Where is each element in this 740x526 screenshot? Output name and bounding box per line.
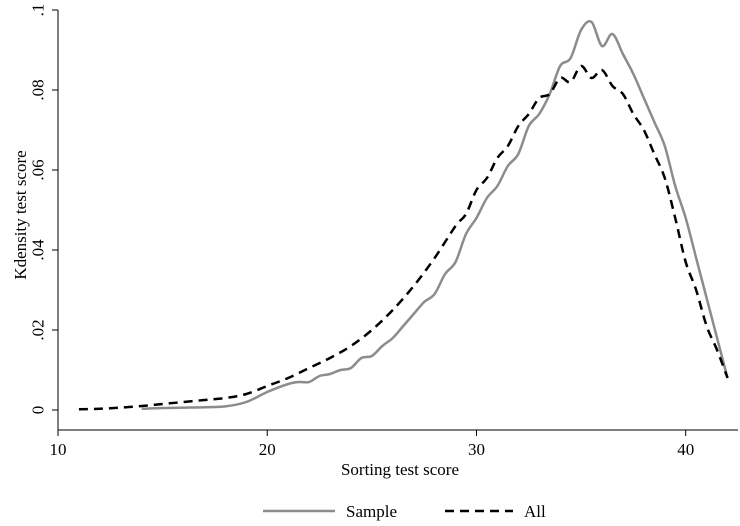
- x-axis-title: Sorting test score: [341, 460, 459, 479]
- y-tick-label: .08: [29, 79, 48, 100]
- y-axis-ticks: 0 .02 .04 .06 .08 .1: [29, 4, 58, 415]
- y-tick-label: .06: [29, 159, 48, 180]
- y-tick-label: .02: [29, 319, 48, 340]
- y-tick-label: 0: [29, 406, 48, 415]
- series-line-all: [78, 64, 729, 411]
- y-tick-label: .1: [29, 4, 48, 17]
- y-axis-title: Kdensity test score: [11, 150, 30, 279]
- legend: Sample All: [263, 502, 546, 521]
- legend-label-sample: Sample: [346, 502, 397, 521]
- x-tick-label: 20: [259, 440, 276, 459]
- y-tick-label: .04: [29, 239, 48, 261]
- legend-label-all: All: [524, 502, 546, 521]
- x-tick-label: 10: [50, 440, 67, 459]
- series-line-sample: [141, 20, 729, 411]
- x-tick-label: 30: [468, 440, 485, 459]
- x-axis-ticks: 10 20 30 40: [50, 430, 694, 459]
- series-layer: [78, 20, 729, 411]
- x-tick-label: 40: [677, 440, 694, 459]
